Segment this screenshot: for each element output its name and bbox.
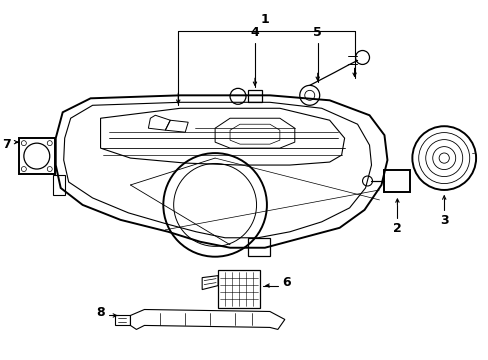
Text: 8: 8 xyxy=(96,306,104,319)
Text: 2: 2 xyxy=(392,222,401,235)
Text: 6: 6 xyxy=(281,276,290,289)
Text: 5: 5 xyxy=(313,26,322,39)
Text: 1: 1 xyxy=(260,13,269,26)
Text: 3: 3 xyxy=(439,214,447,227)
Text: 7: 7 xyxy=(2,138,11,151)
Text: 4: 4 xyxy=(250,26,259,39)
